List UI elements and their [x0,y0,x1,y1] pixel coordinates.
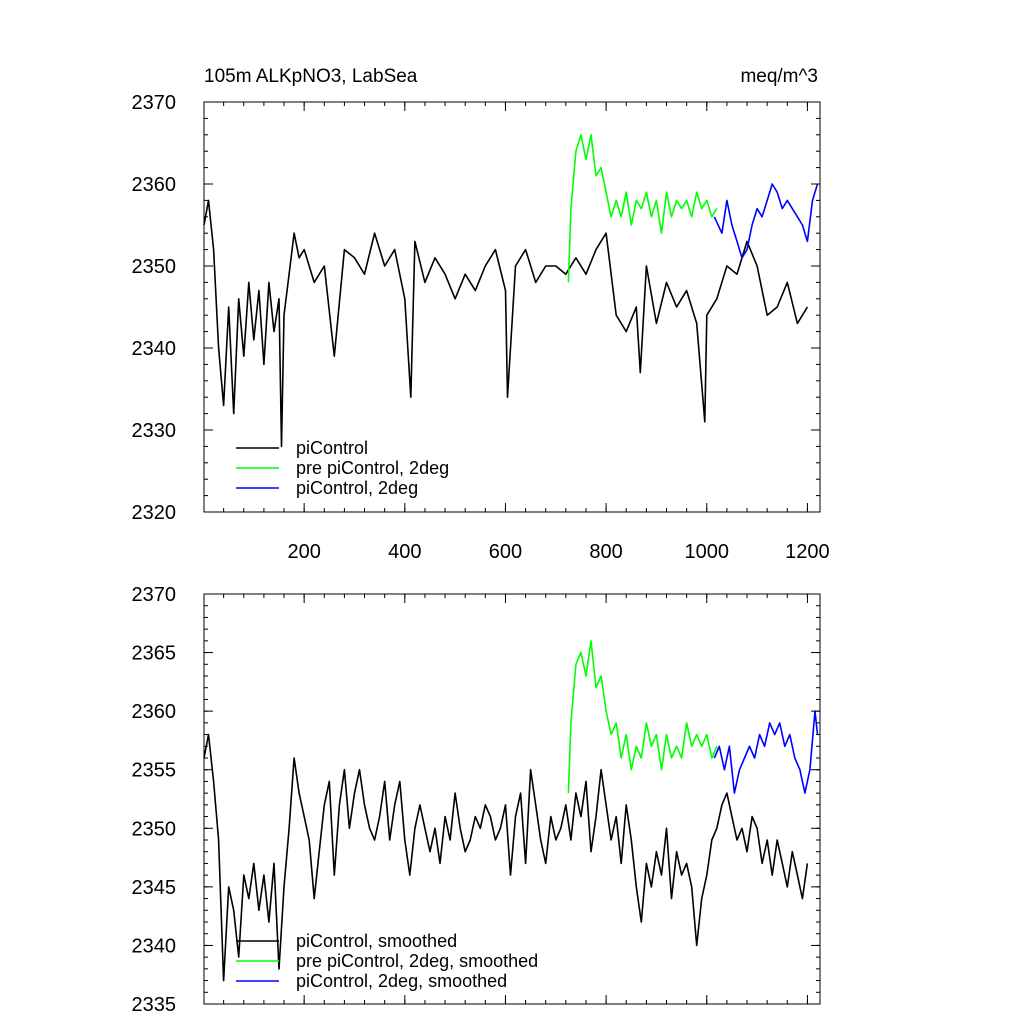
series-line-1 [203,199,809,448]
y-tick-label: 2320 [132,502,177,524]
series-line-2 [567,134,718,283]
x-tick-label: 1000 [685,541,730,563]
x-tick-label: 800 [589,541,622,563]
y-tick-label: 2345 [132,877,177,899]
y-tick-label: 2340 [132,338,177,360]
y-tick-label: 2355 [132,760,177,782]
plot-frame [203,101,821,513]
series-line-3 [713,710,819,794]
y-tick-label: 2335 [132,994,177,1016]
x-tick-label: 400 [388,541,421,563]
legend-label-1: piControl [296,438,368,458]
y-tick-label: 2360 [132,174,177,196]
chart-title: 105m ALKpNO3, LabSea [204,66,418,87]
legend-label-2: pre piControl, 2deg [296,458,449,478]
plot-frame [203,593,821,1005]
plot-panel-2: 2335 2340 2345 2350 2355 2360 2365 2370 piContro… [132,584,821,1016]
plot-panel-1: 2320 2330 2340 2350 2360 2370 200 400 600 800 1000… [132,66,830,563]
y-tick-label: 2340 [132,935,177,957]
series-line-3 [713,183,819,259]
legend-label-3: piControl, 2deg, smoothed [296,971,507,991]
x-tick-label: 1200 [785,541,830,563]
y-tick-label: 2350 [132,818,177,840]
legend-label-2: pre piControl, 2deg, smoothed [296,951,538,971]
y-tick-label: 2370 [132,584,177,606]
y-tick-label: 2360 [132,701,177,723]
y-tick-label: 2330 [132,420,177,442]
legend-label-1: piControl, smoothed [296,931,457,951]
units-label: meq/m^3 [740,66,818,87]
x-tick-label: 600 [489,541,522,563]
y-tick-label: 2350 [132,256,177,278]
x-tick-label: 200 [287,541,320,563]
series-line-1 [203,733,809,982]
y-tick-label: 2370 [132,92,177,114]
series-line-2 [567,640,718,794]
y-tick-label: 2365 [132,643,177,665]
legend-label-3: piControl, 2deg [296,478,418,498]
